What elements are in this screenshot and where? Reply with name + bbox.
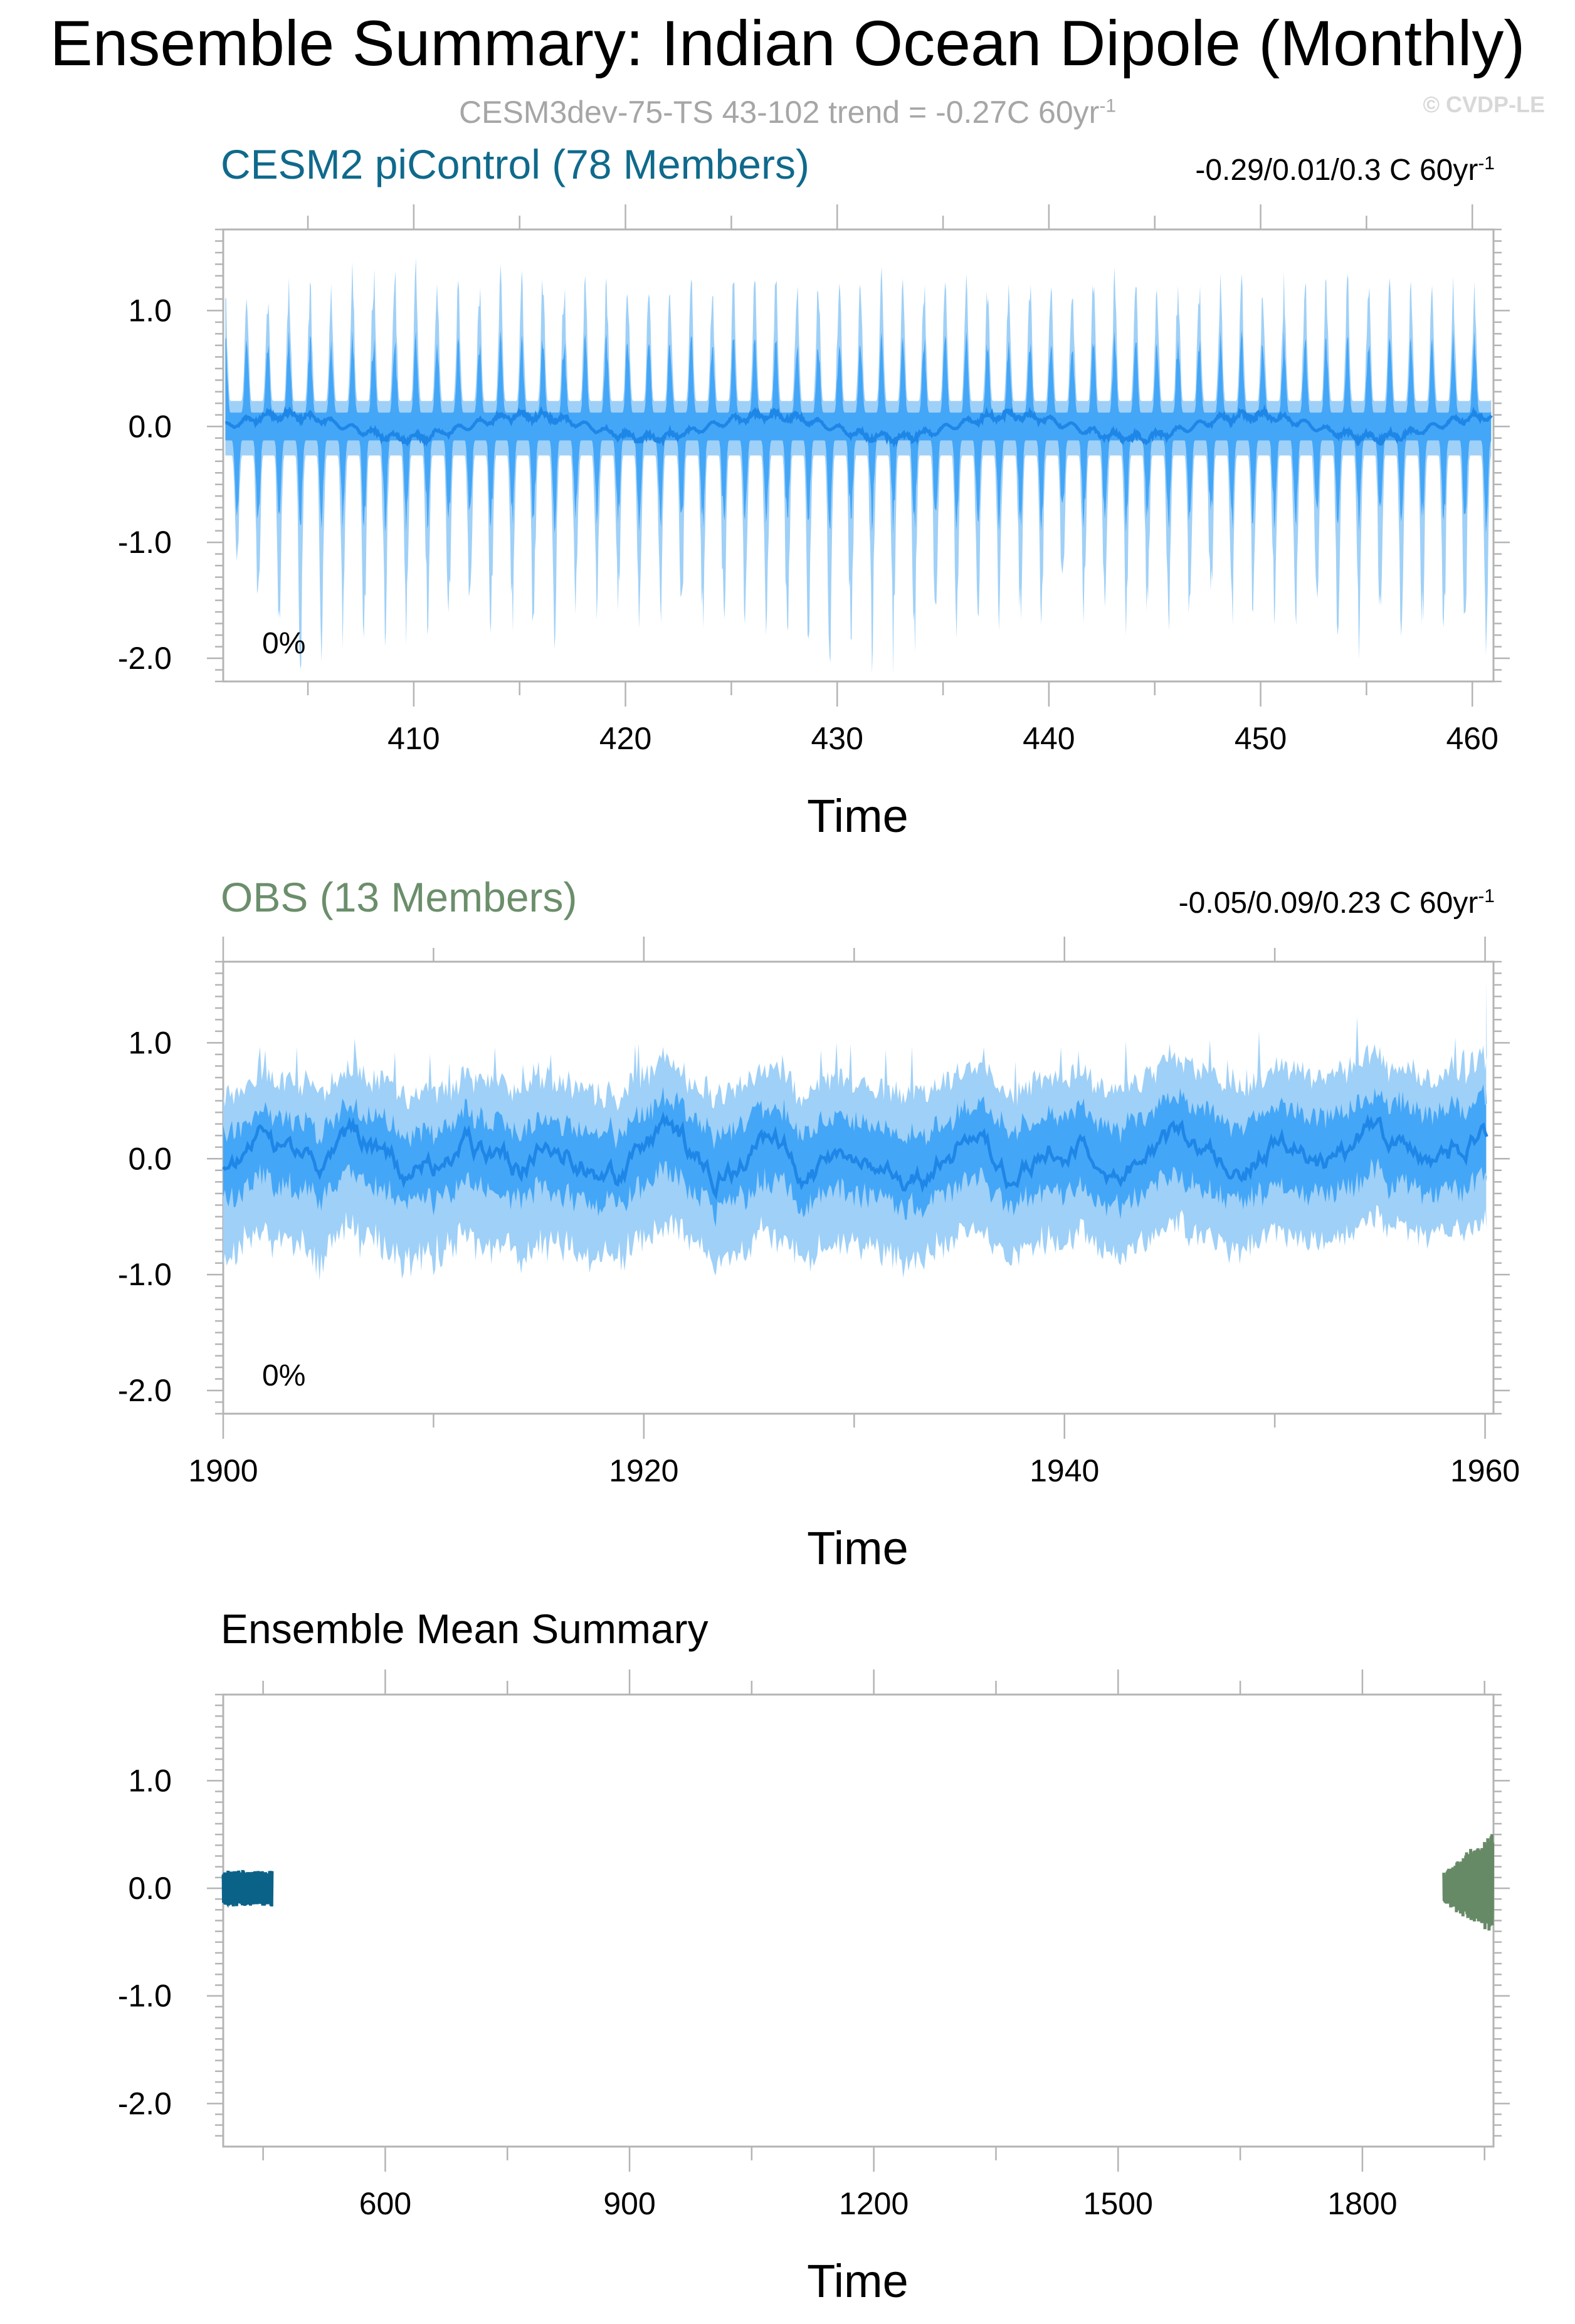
x-tick-label: 600 (359, 2186, 411, 2221)
picontrol-ensemble-mean-line (221, 1869, 274, 1908)
band-10-90-percentile (225, 258, 1492, 675)
x-tick-label: 1800 (1327, 2186, 1397, 2221)
y-tick-label: -1.0 (118, 1979, 172, 2014)
panel1-stats: -0.29/0.01/0.3 C 60yr-1 (1195, 153, 1495, 187)
panel3-axes: 1.0 0.0 -1.0 -2.0 600 900 1200 1500 1800 Time (118, 1669, 1510, 2307)
ensemble-median-line (222, 1111, 1488, 1201)
x-tick-label: 1900 (188, 1453, 258, 1488)
y-tick-label: 1.0 (128, 293, 172, 328)
panel1-title: CESM2 piControl (78 Members) (221, 141, 809, 187)
x-tick-label: 1920 (609, 1453, 678, 1488)
panel2-annotation: 0% (262, 1359, 305, 1392)
x-tick-label: 430 (811, 721, 863, 756)
subtitle-text: CESM3dev-75-TS 43-102 trend = -0.27C 60y… (458, 95, 1100, 130)
x-axis-label: Time (807, 2255, 909, 2307)
y-tick-label: -2.0 (118, 1373, 172, 1408)
panel1-stats-text: -0.29/0.01/0.3 C 60yr (1195, 154, 1478, 187)
x-axis-label: Time (807, 790, 909, 842)
x-tick-label: 420 (599, 721, 651, 756)
x-tick-label: 900 (603, 2186, 655, 2221)
y-tick-label: 1.0 (128, 1025, 172, 1060)
watermark: © CVDP-LE (1423, 92, 1545, 117)
panel2-stats-text: -0.05/0.09/0.23 C 60yr (1178, 886, 1478, 920)
panel2-stats-superscript: -1 (1478, 886, 1495, 907)
subtitle: CESM3dev-75-TS 43-102 trend = -0.27C 60y… (0, 94, 1575, 130)
x-tick-label: 460 (1446, 721, 1499, 756)
plot-frame (222, 228, 1495, 683)
x-tick-label: 1200 (839, 2186, 909, 2221)
y-tick-label: 0.0 (128, 409, 172, 444)
band-25-75-percentile (223, 1084, 1487, 1227)
panel2-title: OBS (13 Members) (221, 874, 577, 920)
plot-frame (222, 1693, 1495, 2148)
panel3-title: Ensemble Mean Summary (221, 1606, 708, 1652)
x-tick-label: 1500 (1083, 2186, 1153, 2221)
x-tick-label: 450 (1235, 721, 1287, 756)
subtitle-superscript: -1 (1099, 95, 1117, 117)
y-tick-label: -2.0 (118, 2086, 172, 2121)
x-axis-label: Time (807, 1522, 909, 1574)
x-tick-label: 410 (387, 721, 440, 756)
y-tick-label: 1.0 (128, 1763, 172, 1798)
panel2-axes: 1.0 0.0 -1.0 -2.0 1900 1920 1940 1960 Time (118, 937, 1520, 1574)
panel1-annotation: 0% (262, 627, 305, 660)
y-tick-label: 0.0 (128, 1141, 172, 1176)
y-tick-label: -1.0 (118, 525, 172, 560)
y-tick-label: -2.0 (118, 641, 172, 676)
x-tick-label: 440 (1023, 721, 1075, 756)
x-tick-label: 1940 (1030, 1453, 1099, 1488)
ensemble-median-line (224, 404, 1493, 448)
panel1-axes: 1.0 0.0 -1.0 -2.0 410 420 430 440 450 460 Time (118, 204, 1510, 842)
panel2-stats: -0.05/0.09/0.23 C 60yr-1 (1179, 886, 1495, 920)
y-tick-label: 0.0 (128, 1871, 172, 1906)
obs-ensemble-mean-line (1442, 1834, 1495, 1931)
x-tick-label: 1960 (1450, 1453, 1520, 1488)
y-tick-label: -1.0 (118, 1257, 172, 1292)
panel1-stats-superscript: -1 (1478, 153, 1495, 174)
main-title: Ensemble Summary: Indian Ocean Dipole (M… (50, 8, 1525, 79)
